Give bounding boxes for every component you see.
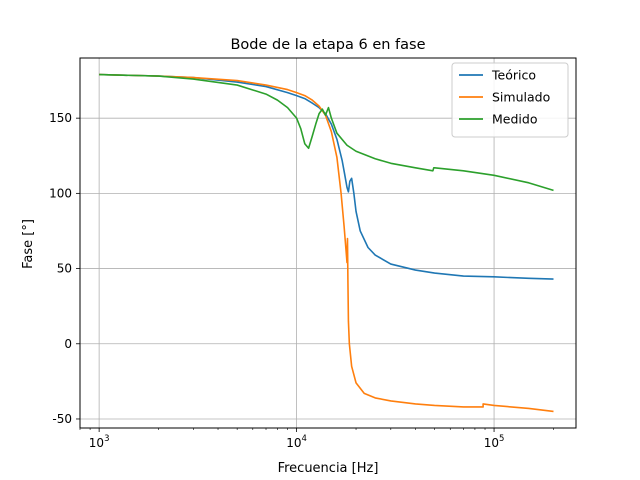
chart-title: Bode de la etapa 6 en fase	[230, 37, 425, 53]
series-line-1	[99, 73, 554, 280]
legend-label-2: Simulado	[492, 90, 550, 105]
x-tick-label-base: 10	[484, 436, 499, 450]
x-tick-label-base: 10	[89, 436, 104, 450]
y-tick-label: 100	[49, 186, 72, 200]
x-tick-label-exponent: 5	[499, 434, 504, 444]
y-tick-label: 50	[57, 262, 72, 276]
x-tick-label-base: 10	[286, 436, 301, 450]
x-axis: 103 104 105	[79, 428, 554, 450]
x-tick-label: 105	[484, 434, 505, 450]
y-tick-label: 150	[49, 111, 72, 125]
y-tick-label: -50	[52, 412, 72, 426]
y-axis-label: Fase [°]	[21, 219, 36, 269]
legend-label-1: Teórico	[491, 68, 536, 83]
x-tick-label: 104	[286, 434, 307, 450]
y-tick-label: 0	[64, 337, 72, 351]
x-tick-label-exponent: 3	[104, 434, 109, 444]
series-line-2	[99, 73, 554, 413]
x-axis-label: Frecuencia [Hz]	[278, 461, 379, 476]
legend-label-3: Medido	[492, 112, 537, 127]
x-tick-label: 103	[89, 434, 110, 450]
x-tick-label-exponent: 4	[302, 434, 307, 444]
y-axis: -50 0 50 100 150	[49, 111, 80, 426]
plot-frame	[79, 57, 577, 429]
legend: Teórico Simulado Medido	[451, 62, 569, 138]
series-line-3	[99, 73, 554, 192]
series-group	[99, 73, 554, 413]
